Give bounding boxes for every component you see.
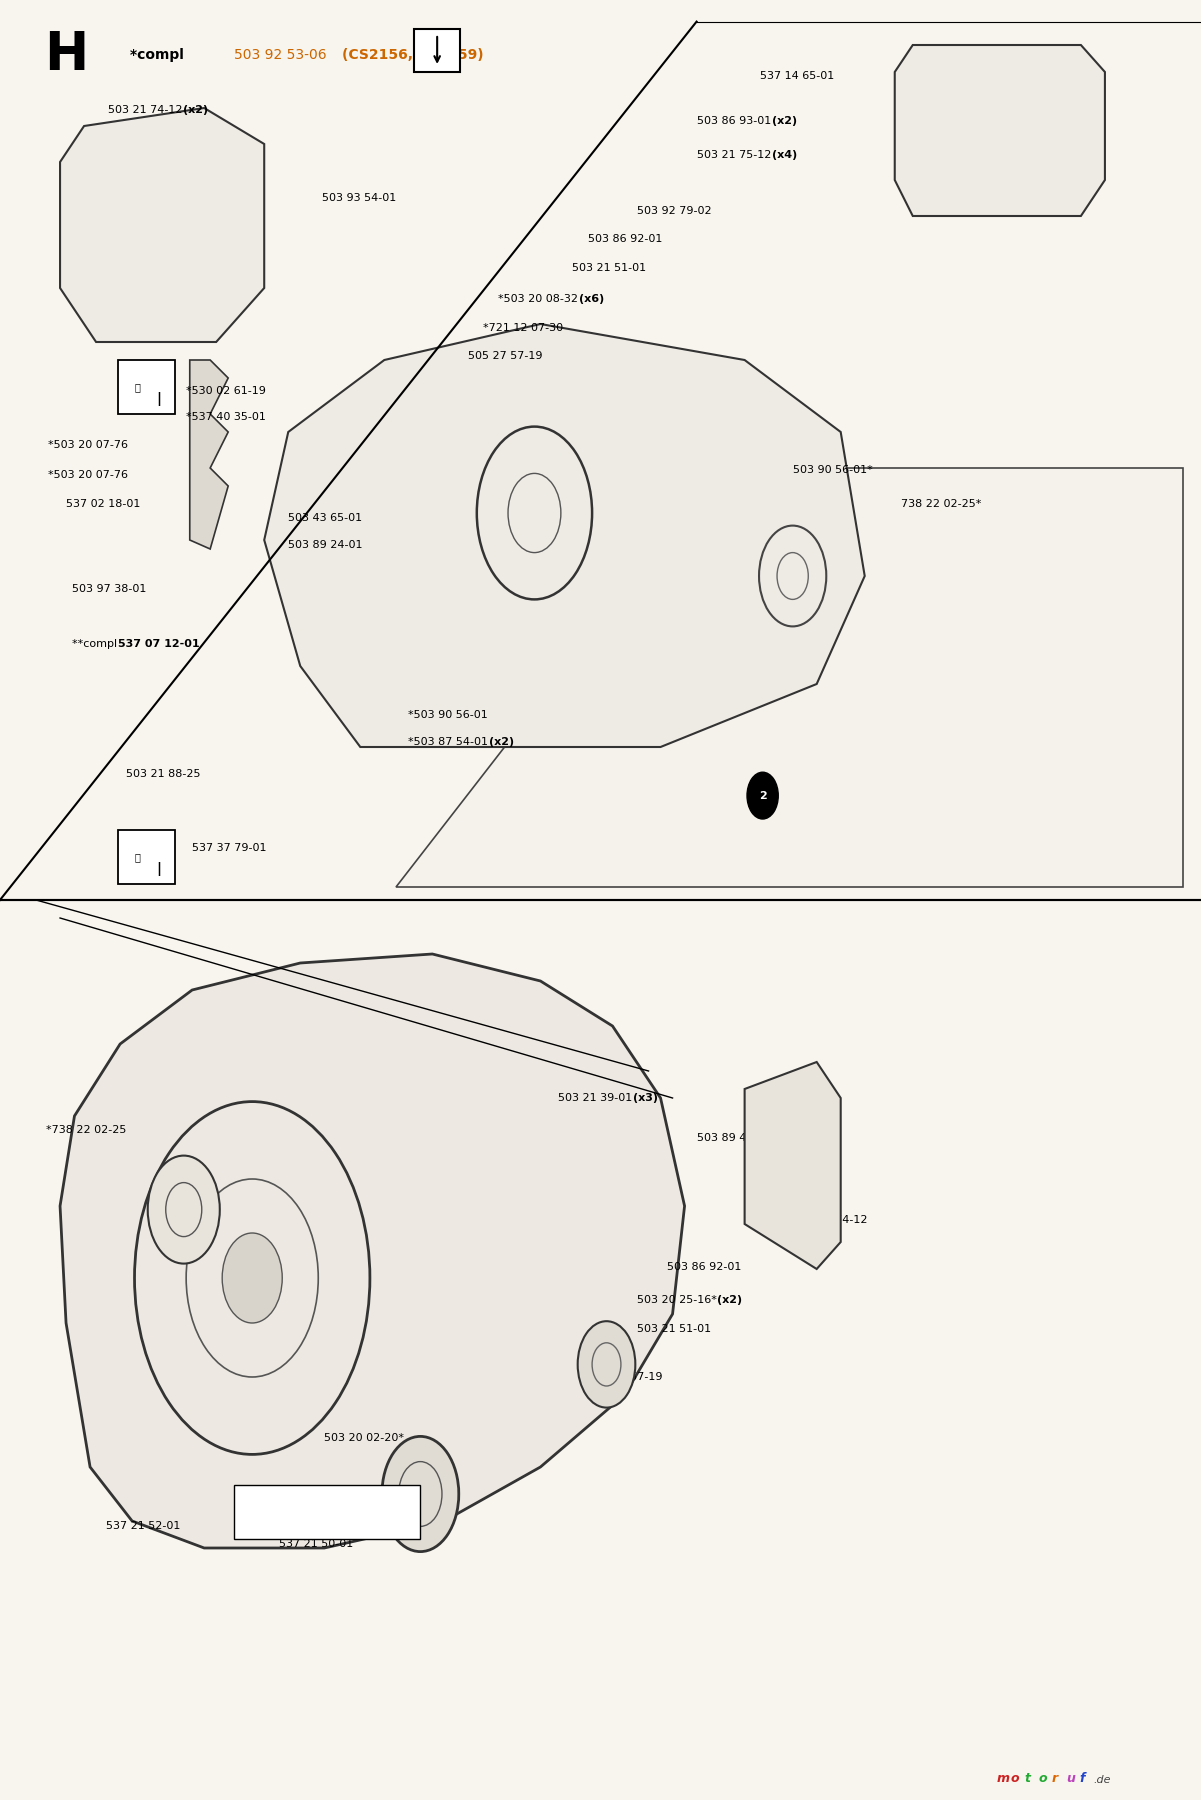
Text: 503 21 51-01: 503 21 51-01 [637,1325,711,1334]
Text: (x2): (x2) [489,736,514,747]
Text: *503 20 07-76: *503 20 07-76 [48,439,129,450]
Text: (x3): (x3) [633,1093,658,1103]
Text: 503 92 53-06: 503 92 53-06 [234,49,331,61]
Text: 503 21 51-01: 503 21 51-01 [572,263,646,274]
Text: 503 20 02-20*: 503 20 02-20* [324,1433,405,1444]
Text: 537 14 65-01: 537 14 65-01 [760,70,835,81]
Text: 503 21 74-12: 503 21 74-12 [108,104,186,115]
Text: (x2): (x2) [717,1294,742,1305]
Text: 503 97 38-01: 503 97 38-01 [72,583,147,594]
Text: (x3): (x3) [771,1132,796,1143]
Bar [414,29,460,72]
Text: 537 37 79-01: 537 37 79-01 [192,842,267,853]
Text: (x6): (x6) [579,293,604,304]
Text: 503 92 79-02: 503 92 79-02 [637,205,711,216]
Text: *503 20 08-32: *503 20 08-32 [498,293,582,304]
Text: *503 87 54-01: *503 87 54-01 [408,736,492,747]
Text: 505 27 57-19: 505 27 57-19 [588,1372,663,1382]
Text: 537 21 50-01: 537 21 50-01 [279,1539,353,1550]
Text: 503 92 90-01: 503 92 90-01 [751,1172,825,1183]
Text: 503 86 92-01: 503 86 92-01 [667,1262,741,1273]
Text: *compl: *compl [130,49,189,61]
Text: *738 22 02-25: *738 22 02-25 [46,1125,126,1136]
Text: 503 57 89-01: 503 57 89-01 [279,1512,353,1523]
Text: (x2): (x2) [183,104,208,115]
Polygon shape [60,108,264,342]
Text: f: f [1080,1771,1086,1786]
Text: 503 89 24-01: 503 89 24-01 [288,540,363,551]
Text: (x2): (x2) [771,115,796,126]
Text: *721 12 07-30: *721 12 07-30 [483,322,563,333]
Bar [118,830,175,884]
Text: 537 21 52-01: 537 21 52-01 [106,1521,180,1532]
Circle shape [222,1233,282,1323]
Text: 503 21 75-12: 503 21 75-12 [697,149,775,160]
Text: 503 89 47-02: 503 89 47-02 [697,1132,775,1143]
Text: |: | [156,392,162,407]
Circle shape [148,1156,220,1264]
Text: 2: 2 [759,790,766,801]
Text: o: o [1038,1771,1047,1786]
Circle shape [578,1321,635,1408]
Text: m: m [997,1771,1010,1786]
Circle shape [382,1436,459,1552]
Polygon shape [60,954,685,1548]
Text: |: | [156,862,162,877]
Text: *530 02 61-19: *530 02 61-19 [186,385,267,396]
Text: 🔧: 🔧 [135,382,141,392]
Bar [118,360,175,414]
Text: r: r [1052,1771,1058,1786]
Text: 503 21 74-12: 503 21 74-12 [793,1215,867,1226]
Circle shape [747,772,778,819]
Text: 503 21 88-25: 503 21 88-25 [126,769,201,779]
Text: 503 43 65-01: 503 43 65-01 [288,513,363,524]
Polygon shape [190,360,228,549]
Text: u: u [1066,1771,1075,1786]
Text: *503 20 07-76: *503 20 07-76 [48,470,129,481]
Text: 503 86 92-01: 503 86 92-01 [588,234,663,245]
Text: o: o [1011,1771,1020,1786]
Text: 503 93 54-01: 503 93 54-01 [322,193,396,203]
Text: .de: .de [1093,1775,1111,1786]
Text: (x4): (x4) [771,149,796,160]
Polygon shape [264,324,865,747]
Text: **compl: **compl [72,639,120,650]
Text: *503 90 56-01: *503 90 56-01 [408,709,488,720]
Text: 503 21 39-01: 503 21 39-01 [558,1093,637,1103]
Text: 738 22 02-25*: 738 22 02-25* [901,499,981,509]
Text: 537 07 12-01: 537 07 12-01 [118,639,199,650]
Bar [234,1485,420,1539]
Text: 503 86 93-01: 503 86 93-01 [697,115,775,126]
Text: 537 02 18-01: 537 02 18-01 [66,499,141,509]
Polygon shape [745,1062,841,1269]
Text: (CS2156, CS2159): (CS2156, CS2159) [342,49,484,61]
Text: H: H [44,29,88,81]
Text: 505 27 57-19: 505 27 57-19 [468,351,543,362]
Text: 503 90 56-01*: 503 90 56-01* [793,464,872,475]
Polygon shape [895,45,1105,216]
Text: 503 20 25-16*: 503 20 25-16* [637,1294,719,1305]
Text: *537 40 35-01: *537 40 35-01 [186,412,267,421]
Text: 🔧: 🔧 [135,851,141,862]
Polygon shape [396,468,1183,887]
Text: t: t [1024,1771,1030,1786]
